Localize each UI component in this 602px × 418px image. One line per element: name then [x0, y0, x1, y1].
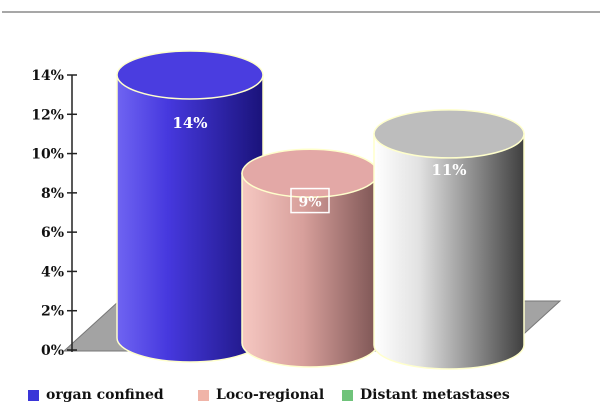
- y-tick-label: 6%: [41, 225, 64, 241]
- bar-2: 11%: [373, 109, 525, 370]
- y-tick-label: 2%: [41, 304, 64, 320]
- y-tick-label: 4%: [41, 264, 64, 280]
- legend-item: Loco-regional: [198, 383, 324, 407]
- legend-item: organ confined: [28, 383, 164, 407]
- legend-swatch: [198, 389, 209, 401]
- bar-top: [373, 109, 525, 159]
- legend-label: Loco-regional: [216, 387, 325, 403]
- bar-body: [241, 172, 379, 368]
- y-tick-label: 0%: [41, 343, 64, 359]
- bar-0: 14%: [116, 50, 264, 363]
- bar-body: [373, 133, 525, 370]
- data-label: 14%: [172, 114, 207, 132]
- bar-top: [116, 50, 264, 100]
- bars-group: 14% 9% 11%: [116, 50, 525, 370]
- data-label: 9%: [298, 195, 321, 211]
- bar-1: 9%: [241, 148, 379, 368]
- legend-swatch: [342, 389, 353, 401]
- data-label-box: [290, 187, 330, 214]
- y-tick-label: 10%: [31, 147, 64, 163]
- legend: organ confined Loco-regional Distant metas…: [0, 383, 602, 407]
- y-tick-label: 12%: [31, 107, 64, 123]
- y-axis-ticks: 0% 2% 4% 6% 8% 10% 12% 14%: [31, 68, 77, 359]
- legend-item: Distant metastases: [342, 383, 510, 407]
- legend-label: Distant metastases: [360, 387, 510, 403]
- y-tick-label: 14%: [31, 68, 64, 84]
- data-label: 11%: [431, 161, 466, 179]
- legend-label: organ confined: [46, 387, 164, 403]
- bar-top: [241, 148, 379, 198]
- legend-swatch: [28, 389, 39, 401]
- y-tick-label: 8%: [41, 186, 64, 202]
